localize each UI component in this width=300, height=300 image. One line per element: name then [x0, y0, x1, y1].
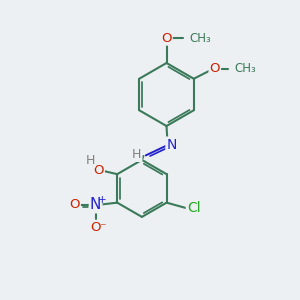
Text: +: + — [98, 195, 106, 205]
Text: Cl: Cl — [187, 201, 200, 215]
Text: H: H — [132, 148, 142, 161]
Text: O: O — [161, 32, 172, 45]
Text: O: O — [93, 164, 104, 177]
Text: N: N — [90, 197, 101, 212]
Text: O: O — [209, 62, 220, 75]
Text: H: H — [85, 154, 95, 166]
Text: CH₃: CH₃ — [234, 62, 256, 75]
Text: ⁻: ⁻ — [99, 221, 106, 234]
Text: O: O — [69, 198, 80, 211]
Text: O: O — [90, 221, 101, 234]
Text: N: N — [167, 138, 177, 152]
Text: CH₃: CH₃ — [190, 32, 211, 45]
